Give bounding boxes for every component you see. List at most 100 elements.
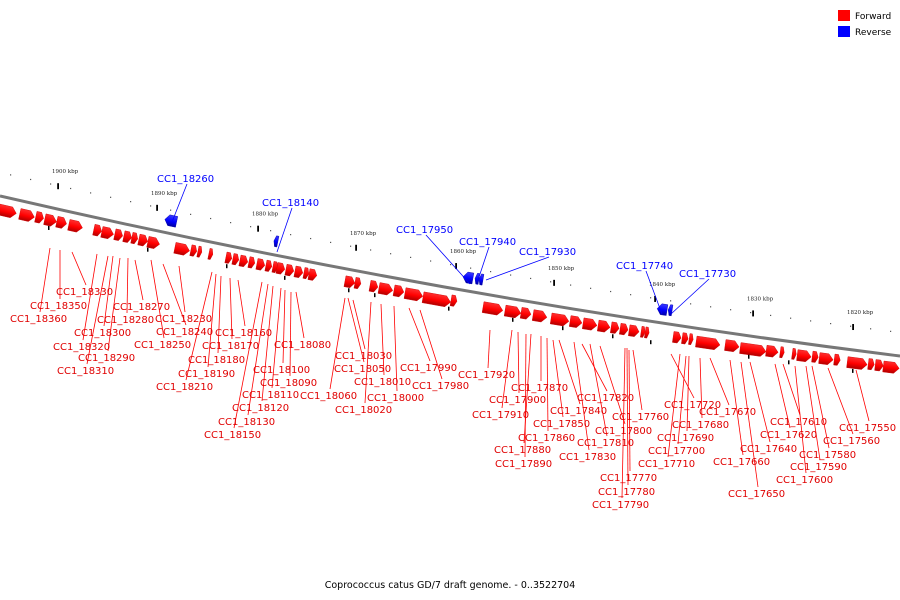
forward-gene-label[interactable]: CC1_18240 xyxy=(156,327,213,338)
forward-gene-block[interactable] xyxy=(833,353,841,366)
forward-gene-block[interactable] xyxy=(146,236,161,249)
forward-gene-block[interactable] xyxy=(549,312,570,327)
forward-gene-label[interactable]: CC1_17780 xyxy=(598,487,655,498)
forward-gene-label[interactable]: CC1_18180 xyxy=(188,355,245,366)
forward-gene-block[interactable] xyxy=(34,211,45,224)
forward-gene-label[interactable]: CC1_18210 xyxy=(156,382,213,393)
forward-gene-block[interactable] xyxy=(122,230,133,243)
forward-gene-label[interactable]: CC1_17580 xyxy=(799,450,856,461)
forward-gene-block[interactable] xyxy=(688,333,694,346)
forward-gene-block[interactable] xyxy=(503,304,522,319)
forward-gene-block[interactable] xyxy=(224,251,233,264)
forward-gene-label[interactable]: CC1_18010 xyxy=(354,377,411,388)
forward-gene-block[interactable] xyxy=(791,348,797,360)
forward-gene-label[interactable]: CC1_18160 xyxy=(215,328,272,339)
forward-gene-label[interactable]: CC1_18000 xyxy=(367,393,424,404)
forward-gene-block[interactable] xyxy=(874,359,884,372)
forward-gene-label[interactable]: CC1_17900 xyxy=(489,395,546,406)
forward-gene-block[interactable] xyxy=(343,275,356,289)
forward-gene-block[interactable] xyxy=(353,277,362,290)
reverse-gene-block[interactable] xyxy=(667,304,674,317)
forward-gene-label[interactable]: CC1_18290 xyxy=(78,353,135,364)
reverse-gene-label[interactable]: CC1_17730 xyxy=(679,269,736,280)
forward-gene-label[interactable]: CC1_17660 xyxy=(713,457,770,468)
forward-gene-label[interactable]: CC1_18150 xyxy=(204,430,261,441)
forward-gene-label[interactable]: CC1_18310 xyxy=(57,366,114,377)
forward-gene-block[interactable] xyxy=(672,331,682,344)
reverse-gene-label[interactable]: CC1_17950 xyxy=(396,225,453,236)
forward-gene-block[interactable] xyxy=(421,291,452,308)
forward-gene-label[interactable]: CC1_17870 xyxy=(511,383,568,394)
forward-gene-block[interactable] xyxy=(582,317,598,331)
forward-gene-label[interactable]: CC1_18320 xyxy=(53,342,110,353)
forward-gene-label[interactable]: CC1_17610 xyxy=(770,417,827,428)
forward-gene-block[interactable] xyxy=(403,287,424,302)
forward-gene-block[interactable] xyxy=(137,233,149,247)
forward-gene-label[interactable]: CC1_18090 xyxy=(260,378,317,389)
forward-gene-block[interactable] xyxy=(302,267,310,280)
reverse-gene-block[interactable] xyxy=(273,235,280,248)
forward-gene-label[interactable]: CC1_17560 xyxy=(823,436,880,447)
forward-gene-block[interactable] xyxy=(481,301,504,316)
forward-gene-block[interactable] xyxy=(644,326,650,339)
forward-gene-label[interactable]: CC1_17700 xyxy=(648,446,705,457)
forward-gene-block[interactable] xyxy=(765,345,779,358)
forward-gene-label[interactable]: CC1_17890 xyxy=(495,459,552,470)
forward-gene-block[interactable] xyxy=(882,360,900,374)
forward-gene-block[interactable] xyxy=(519,307,532,320)
forward-gene-block[interactable] xyxy=(55,216,68,229)
forward-gene-block[interactable] xyxy=(619,323,629,336)
forward-gene-label[interactable]: CC1_17620 xyxy=(760,430,817,441)
forward-gene-block[interactable] xyxy=(130,232,139,245)
forward-gene-block[interactable] xyxy=(640,326,646,338)
forward-gene-block[interactable] xyxy=(695,335,721,350)
forward-gene-label[interactable]: CC1_17810 xyxy=(577,438,634,449)
forward-gene-block[interactable] xyxy=(796,349,812,363)
forward-gene-block[interactable] xyxy=(811,350,819,363)
forward-gene-label[interactable]: CC1_18280 xyxy=(97,315,154,326)
forward-gene-block[interactable] xyxy=(449,294,458,307)
forward-gene-block[interactable] xyxy=(255,258,266,271)
forward-gene-label[interactable]: CC1_17720 xyxy=(664,400,721,411)
forward-gene-label[interactable]: CC1_18110 xyxy=(242,390,299,401)
forward-gene-block[interactable] xyxy=(293,265,304,278)
forward-gene-block[interactable] xyxy=(247,256,256,269)
forward-gene-block[interactable] xyxy=(392,284,405,298)
forward-gene-block[interactable] xyxy=(818,352,834,366)
forward-gene-label[interactable]: CC1_17650 xyxy=(728,489,785,500)
forward-gene-label[interactable]: CC1_18100 xyxy=(253,365,310,376)
forward-gene-label[interactable]: CC1_17980 xyxy=(412,381,469,392)
forward-gene-block[interactable] xyxy=(597,319,611,333)
forward-gene-label[interactable]: CC1_18050 xyxy=(334,364,391,375)
reverse-gene-block[interactable] xyxy=(656,303,669,316)
forward-gene-block[interactable] xyxy=(173,242,191,256)
forward-gene-label[interactable]: CC1_17830 xyxy=(559,452,616,463)
forward-gene-label[interactable]: CC1_17640 xyxy=(740,444,797,455)
forward-gene-label[interactable]: CC1_18130 xyxy=(218,417,275,428)
forward-gene-label[interactable]: CC1_18170 xyxy=(202,341,259,352)
forward-gene-block[interactable] xyxy=(724,339,740,353)
forward-gene-block[interactable] xyxy=(231,253,240,266)
reverse-gene-label[interactable]: CC1_17740 xyxy=(616,261,673,272)
forward-gene-block[interactable] xyxy=(681,332,689,345)
forward-gene-block[interactable] xyxy=(92,224,103,237)
forward-gene-label[interactable]: CC1_18350 xyxy=(30,301,87,312)
forward-gene-label[interactable]: CC1_17680 xyxy=(672,420,729,431)
forward-gene-block[interactable] xyxy=(207,248,214,260)
forward-gene-label[interactable]: CC1_18250 xyxy=(134,340,191,351)
forward-gene-block[interactable] xyxy=(569,315,583,329)
forward-gene-label[interactable]: CC1_17820 xyxy=(577,393,634,404)
forward-gene-label[interactable]: CC1_17670 xyxy=(699,407,756,418)
forward-gene-label[interactable]: CC1_18060 xyxy=(300,391,357,402)
forward-gene-block[interactable] xyxy=(628,324,640,337)
forward-gene-block[interactable] xyxy=(610,321,620,334)
forward-gene-block[interactable] xyxy=(377,282,394,296)
reverse-gene-block[interactable] xyxy=(474,272,481,285)
forward-gene-block[interactable] xyxy=(739,342,767,358)
forward-gene-label[interactable]: CC1_18190 xyxy=(178,369,235,380)
forward-gene-block[interactable] xyxy=(189,244,198,257)
forward-gene-label[interactable]: CC1_17990 xyxy=(400,363,457,374)
reverse-gene-block[interactable] xyxy=(478,273,485,286)
forward-gene-label[interactable]: CC1_18300 xyxy=(74,328,131,339)
forward-gene-label[interactable]: CC1_18330 xyxy=(56,287,113,298)
